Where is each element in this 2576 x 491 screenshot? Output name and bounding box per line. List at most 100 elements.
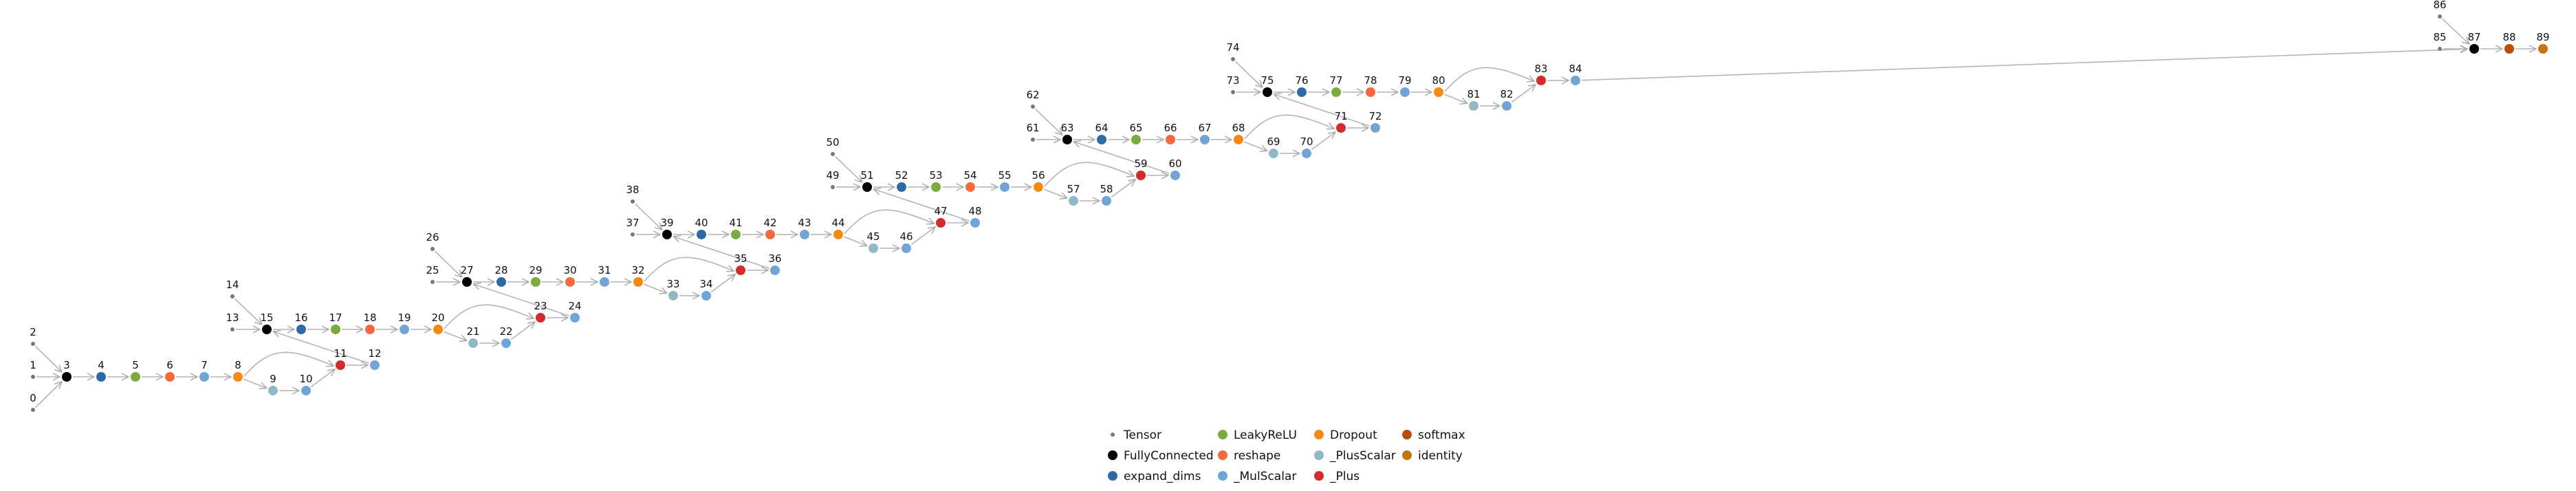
node-86-tensor[interactable] xyxy=(2438,14,2442,19)
node-41-leakyrelu[interactable] xyxy=(731,230,741,239)
node-53-leakyrelu[interactable] xyxy=(931,182,941,192)
node-0-tensor[interactable] xyxy=(31,408,35,412)
node-10-_mulscalar[interactable] xyxy=(301,386,311,395)
node-54-reshape[interactable] xyxy=(965,182,975,192)
node-72-_mulscalar[interactable] xyxy=(1371,123,1380,133)
node-84-_mulscalar[interactable] xyxy=(1571,76,1580,85)
node-46-_mulscalar[interactable] xyxy=(902,243,911,253)
node-22-_mulscalar[interactable] xyxy=(501,338,511,348)
node-16-expand_dims[interactable] xyxy=(296,325,306,334)
node-39-fullyconnected[interactable] xyxy=(662,230,672,239)
node-71-_plus[interactable] xyxy=(1336,123,1346,133)
node-40-expand_dims[interactable] xyxy=(697,230,706,239)
node-70-_mulscalar[interactable] xyxy=(1302,149,1311,158)
node-88-softmax[interactable] xyxy=(2504,44,2514,54)
node-19-_mulscalar[interactable] xyxy=(400,325,409,334)
node-56-dropout[interactable] xyxy=(1034,182,1043,192)
node-29-leakyrelu[interactable] xyxy=(531,277,541,287)
node-35-_plus[interactable] xyxy=(736,265,745,275)
node-7-_mulscalar[interactable] xyxy=(199,372,209,382)
node-67-_mulscalar[interactable] xyxy=(1200,135,1210,144)
node-27-fullyconnected[interactable] xyxy=(462,277,472,287)
node-61-tensor[interactable] xyxy=(1031,138,1035,142)
node-14-tensor[interactable] xyxy=(230,294,234,298)
node-6-reshape[interactable] xyxy=(165,372,175,382)
node-55-_mulscalar[interactable] xyxy=(1000,182,1009,192)
node-25-tensor[interactable] xyxy=(430,280,435,284)
node-36-_mulscalar[interactable] xyxy=(770,265,780,275)
node-38-tensor[interactable] xyxy=(631,199,635,204)
node-43-_mulscalar[interactable] xyxy=(800,230,809,239)
node-64-expand_dims[interactable] xyxy=(1097,135,1106,144)
node-74-tensor[interactable] xyxy=(1231,57,1235,61)
node-23-_plus[interactable] xyxy=(536,313,545,323)
node-75-fullyconnected[interactable] xyxy=(1263,87,1272,97)
node-28-expand_dims[interactable] xyxy=(496,277,506,287)
node-42-reshape[interactable] xyxy=(765,230,775,239)
node-50-tensor[interactable] xyxy=(831,152,835,156)
node-32-dropout[interactable] xyxy=(633,277,643,287)
node-65-leakyrelu[interactable] xyxy=(1131,135,1141,144)
node-11-_plus[interactable] xyxy=(336,360,345,370)
node-80-dropout[interactable] xyxy=(1434,87,1443,97)
node-49-tensor[interactable] xyxy=(831,185,835,189)
node-26-tensor[interactable] xyxy=(430,247,435,251)
node-label-51: 51 xyxy=(860,169,873,182)
node-85-tensor[interactable] xyxy=(2438,47,2442,51)
node-21-_plusscalar[interactable] xyxy=(468,338,478,348)
node-label-69: 69 xyxy=(1267,135,1280,148)
node-30-reshape[interactable] xyxy=(565,277,575,287)
node-51-fullyconnected[interactable] xyxy=(862,182,872,192)
node-label-9: 9 xyxy=(270,373,276,385)
node-17-leakyrelu[interactable] xyxy=(331,325,340,334)
node-label-3: 3 xyxy=(63,359,70,371)
node-18-reshape[interactable] xyxy=(365,325,375,334)
node-77-leakyrelu[interactable] xyxy=(1331,87,1341,97)
legend-marker-identity xyxy=(1402,450,1412,460)
node-63-fullyconnected[interactable] xyxy=(1062,135,1072,144)
node-15-fullyconnected[interactable] xyxy=(262,325,272,334)
node-82-_mulscalar[interactable] xyxy=(1502,101,1511,111)
node-66-reshape[interactable] xyxy=(1166,135,1175,144)
node-58-_mulscalar[interactable] xyxy=(1102,196,1111,206)
node-44-dropout[interactable] xyxy=(833,230,843,239)
node-57-_plusscalar[interactable] xyxy=(1069,196,1078,206)
node-62-tensor[interactable] xyxy=(1031,105,1035,109)
node-2-tensor[interactable] xyxy=(31,342,35,346)
node-78-reshape[interactable] xyxy=(1366,87,1375,97)
node-1-tensor[interactable] xyxy=(31,375,35,379)
node-13-tensor[interactable] xyxy=(230,327,234,331)
node-81-_plusscalar[interactable] xyxy=(1469,101,1478,111)
node-label-28: 28 xyxy=(494,264,507,276)
node-3-fullyconnected[interactable] xyxy=(62,372,72,382)
node-45-_plusscalar[interactable] xyxy=(869,243,878,253)
node-89-identity[interactable] xyxy=(2538,44,2548,54)
node-9-_plusscalar[interactable] xyxy=(268,386,278,395)
edge-38-39 xyxy=(635,203,662,230)
node-5-leakyrelu[interactable] xyxy=(131,372,140,382)
node-label-57: 57 xyxy=(1067,183,1080,195)
node-83-_plus[interactable] xyxy=(1536,76,1546,85)
edge-14-15 xyxy=(234,298,262,325)
node-79-_mulscalar[interactable] xyxy=(1400,87,1410,97)
node-68-dropout[interactable] xyxy=(1234,135,1243,144)
node-87-fullyconnected[interactable] xyxy=(2469,44,2479,54)
node-69-_plusscalar[interactable] xyxy=(1269,149,1278,158)
node-48-_mulscalar[interactable] xyxy=(970,218,980,228)
node-33-_plusscalar[interactable] xyxy=(668,291,678,301)
legend-marker-_plusscalar xyxy=(1314,450,1324,460)
node-12-_mulscalar[interactable] xyxy=(370,360,380,370)
node-4-expand_dims[interactable] xyxy=(96,372,106,382)
node-60-_mulscalar[interactable] xyxy=(1170,171,1180,180)
node-59-_plus[interactable] xyxy=(1136,171,1146,180)
node-52-expand_dims[interactable] xyxy=(897,182,906,192)
node-20-dropout[interactable] xyxy=(433,325,443,334)
node-47-_plus[interactable] xyxy=(936,218,946,228)
node-37-tensor[interactable] xyxy=(631,232,635,237)
node-24-_mulscalar[interactable] xyxy=(570,313,580,323)
node-8-dropout[interactable] xyxy=(233,372,243,382)
node-34-_mulscalar[interactable] xyxy=(701,291,711,301)
node-31-_mulscalar[interactable] xyxy=(600,277,609,287)
node-76-expand_dims[interactable] xyxy=(1297,87,1307,97)
node-73-tensor[interactable] xyxy=(1231,90,1235,94)
